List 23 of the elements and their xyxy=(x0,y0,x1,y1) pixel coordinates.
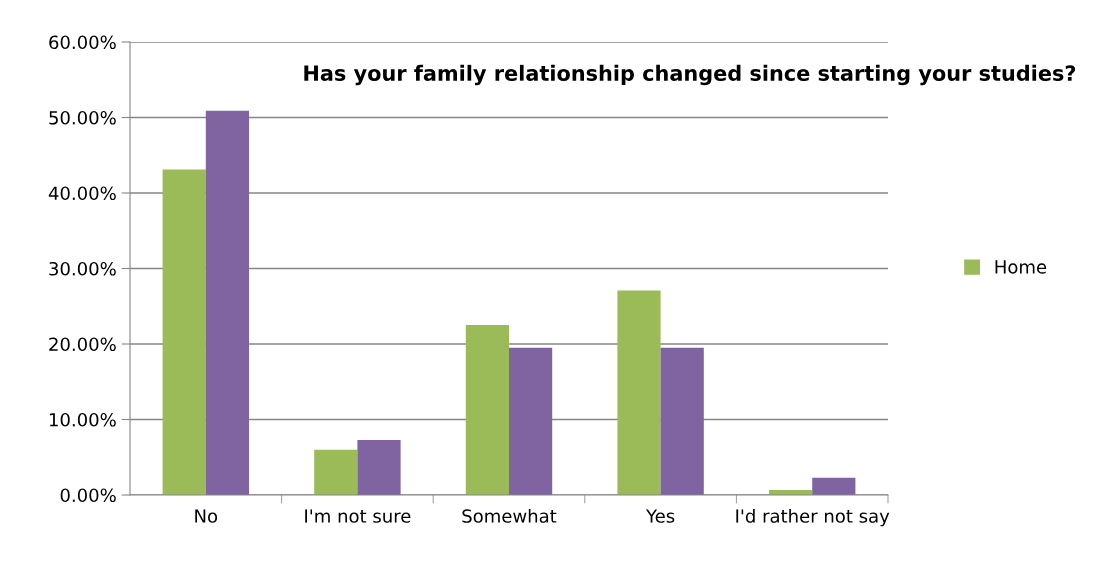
y-tick-label: 30.00% xyxy=(49,261,116,276)
y-tick-label: 50.00% xyxy=(49,110,116,125)
x-tick-label: Somewhat xyxy=(462,508,557,523)
bar xyxy=(509,347,553,495)
bar xyxy=(617,290,661,495)
x-tick-label: No xyxy=(195,509,218,523)
y-tick-label: 40.00% xyxy=(48,186,116,201)
bar xyxy=(660,347,704,495)
bar xyxy=(812,477,856,495)
y-tick-label: 20.00% xyxy=(49,337,116,352)
legend-label: Home xyxy=(995,260,1047,274)
bar xyxy=(162,169,206,495)
bar xyxy=(465,325,509,495)
text: Has your family relationship changed since starting your studies? xyxy=(304,64,1076,86)
x-tick-label: Yes xyxy=(645,509,675,523)
y-tick-label: 10.00% xyxy=(49,412,116,427)
bar xyxy=(314,449,358,495)
x-tick-label: I'd rather not say xyxy=(736,508,890,527)
y-tick-label: 60.00% xyxy=(49,35,116,50)
y-tick-label: 0.00% xyxy=(60,488,116,503)
bar xyxy=(357,439,401,495)
bar xyxy=(205,110,250,495)
x-tick-label: I'm not sure xyxy=(305,509,411,523)
